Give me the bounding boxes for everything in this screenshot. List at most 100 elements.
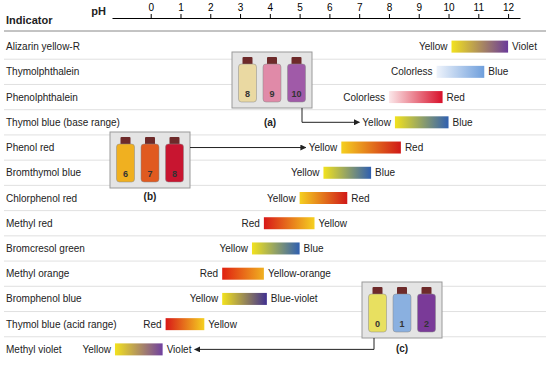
indicator-name: Bromcresol green [6, 243, 85, 254]
indicator-name: Phenolphthalein [6, 92, 78, 103]
bottle [263, 64, 281, 102]
range-bar [300, 192, 348, 204]
end-color-label: Violet [512, 41, 537, 52]
start-color-label: Red [143, 319, 161, 330]
row-separator [4, 134, 546, 135]
end-color-label: Blue [453, 117, 473, 128]
range-bar [323, 167, 371, 179]
indicator-name: Methyl orange [6, 268, 70, 279]
inset-label: (b) [144, 191, 157, 202]
tick-mark [180, 14, 181, 18]
bars [115, 41, 508, 356]
tick-label: 6 [327, 2, 333, 13]
range-bar [115, 343, 163, 355]
start-color-label: Red [200, 268, 218, 279]
start-color-label: Yellow [419, 41, 448, 52]
bottle [369, 294, 387, 332]
chart: IndicatorpH0123456789101112Alizarin yell… [0, 0, 550, 367]
bottle [117, 144, 135, 182]
tick-label: 11 [474, 2, 485, 13]
range-bar [264, 217, 315, 229]
inset-label: (c) [396, 343, 408, 354]
range-bar [452, 41, 509, 53]
tick-label: 5 [297, 2, 303, 13]
tick-mark [478, 14, 479, 18]
tick: 7 [357, 2, 363, 18]
indicator-name: Thymol blue (acid range) [6, 319, 117, 330]
indicator-name: Thymol blue (base range) [6, 117, 120, 128]
indicator-name: Alizarin yellow-R [6, 41, 80, 52]
range-bar [222, 293, 267, 305]
bottle [239, 64, 257, 102]
inset-frame [110, 132, 190, 188]
row-separator [4, 235, 546, 236]
bottle-number: 0 [375, 319, 380, 329]
indicator-name: Thymolphthalein [6, 66, 79, 77]
row-separator [4, 160, 546, 161]
end-color-label: Yellow-orange [268, 268, 331, 279]
range-bar [395, 116, 449, 128]
range-bar [252, 242, 300, 254]
row-separator [4, 311, 546, 312]
bottle-number: 10 [291, 89, 301, 99]
tick-mark [329, 14, 330, 18]
tick: 2 [208, 2, 214, 18]
indicator-name: Chlorphenol red [6, 193, 77, 204]
tick-label: 3 [238, 2, 244, 13]
tick: 4 [268, 2, 274, 18]
indicator-name: Bromthymol blue [6, 167, 81, 178]
row-separator [4, 185, 546, 186]
inset: 678(b) [110, 132, 190, 202]
tick-label: 1 [178, 2, 184, 13]
tick: 0 [148, 2, 154, 18]
tick: 3 [238, 2, 244, 18]
tick-mark [389, 14, 390, 18]
axis-line [113, 18, 521, 19]
inset-label: (a) [264, 117, 276, 128]
range-bar [341, 142, 401, 154]
end-color-label: Yellow [319, 218, 348, 229]
row-separators [4, 59, 546, 337]
start-color-label: Yellow [309, 142, 338, 153]
tick-label: 12 [503, 2, 515, 13]
bottle-number: 2 [424, 319, 429, 329]
end-color-label: Violet [167, 344, 192, 355]
tick-label: 0 [148, 2, 154, 13]
start-color-label: Yellow [267, 193, 296, 204]
bottle [393, 294, 411, 332]
tick: 6 [327, 2, 333, 18]
tick: 1 [178, 2, 184, 18]
bottle [418, 294, 436, 332]
labels: Alizarin yellow-R Yellow Violet Thymolphtha… [6, 41, 537, 355]
range-bar [166, 318, 205, 330]
range-bar [222, 268, 264, 280]
row-separator [4, 286, 546, 287]
end-color-label: Blue [304, 243, 324, 254]
indicator-name: Methyl red [6, 218, 53, 229]
tick-mark [359, 14, 360, 18]
end-color-label: Blue [488, 66, 508, 77]
bottle-number: 8 [245, 89, 250, 99]
tick-mark [270, 14, 271, 18]
tick: 8 [387, 2, 393, 18]
chart-container: IndicatorpH0123456789101112Alizarin yell… [0, 0, 550, 367]
start-color-label: Colorless [391, 66, 433, 77]
tick-label: 7 [357, 2, 363, 13]
tick-mark [419, 14, 420, 18]
inset-frame [232, 52, 312, 108]
start-color-label: Yellow [219, 243, 248, 254]
tick-mark [151, 14, 152, 18]
bottle-number: 9 [269, 89, 274, 99]
tick-label: 10 [443, 2, 455, 13]
end-color-label: Yellow [208, 319, 237, 330]
bottle-number: 7 [147, 169, 152, 179]
tick-label: 4 [268, 2, 274, 13]
indicator-name: Methyl violet [6, 344, 62, 355]
end-color-label: Red [405, 142, 423, 153]
end-color-label: Red [447, 92, 465, 103]
start-color-label: Yellow [362, 117, 391, 128]
end-color-label: Blue-violet [271, 293, 318, 304]
tick-mark [300, 14, 301, 18]
tick-mark [508, 14, 509, 18]
bottle [166, 144, 184, 182]
